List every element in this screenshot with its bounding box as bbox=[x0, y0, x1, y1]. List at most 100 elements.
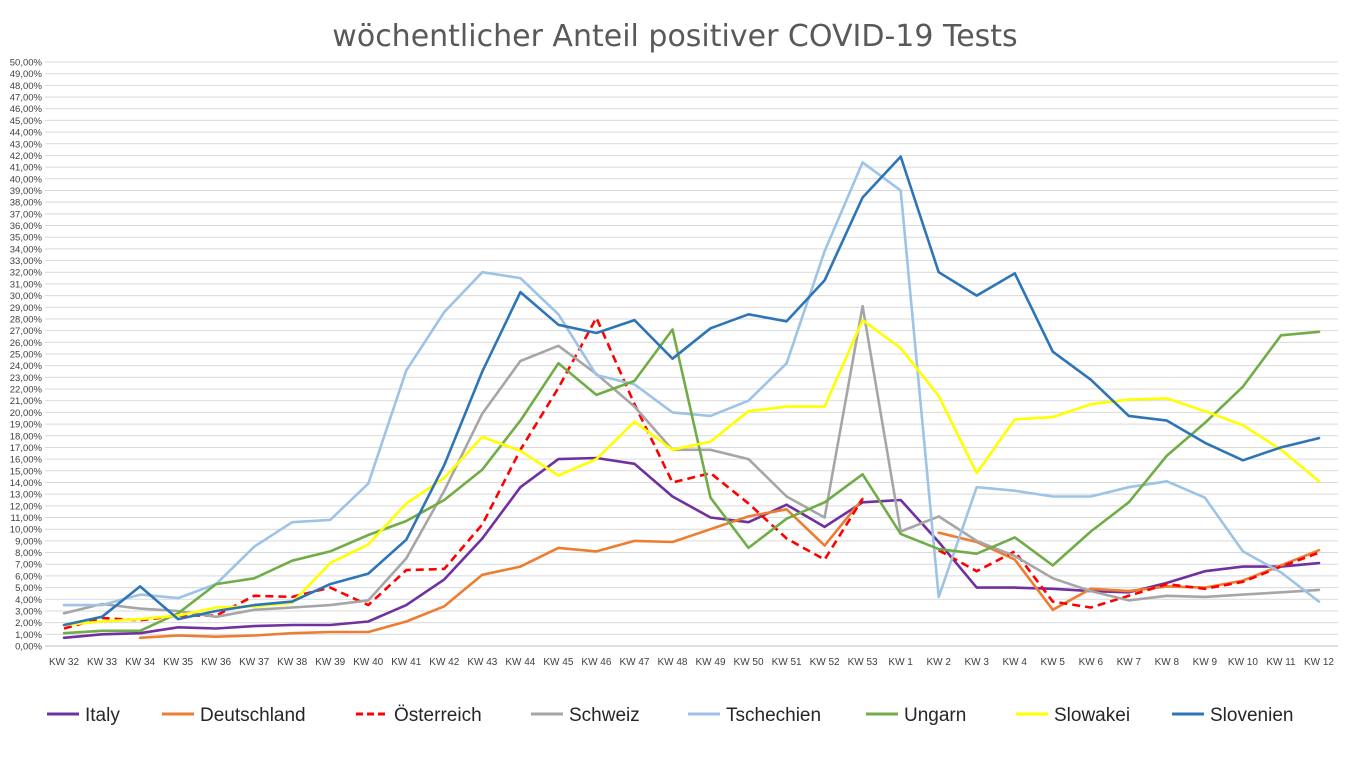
series-line bbox=[938, 549, 1320, 609]
chart-title: wöchentlicher Anteil positiver COVID-19 … bbox=[332, 19, 1017, 54]
series-line bbox=[63, 316, 864, 630]
y-tick-label: 7,00% bbox=[15, 560, 42, 571]
series-line bbox=[62, 161, 1321, 607]
y-tick-label: 28,00% bbox=[10, 314, 43, 325]
x-tick-label: KW 39 bbox=[315, 657, 345, 668]
x-tick-label: KW 12 bbox=[1304, 657, 1334, 668]
y-tick-label: 33,00% bbox=[10, 256, 43, 267]
y-tick-label: 4,00% bbox=[15, 595, 42, 606]
series-tschechien bbox=[62, 161, 1321, 607]
y-tick-label: 20,00% bbox=[10, 408, 43, 419]
y-tick-label: 11,00% bbox=[10, 513, 42, 524]
legend-label: Ungarn bbox=[904, 705, 966, 726]
y-tick-label: 8,00% bbox=[15, 548, 42, 559]
y-tick-label: 32,00% bbox=[10, 268, 43, 279]
x-tick-label: KW 3 bbox=[964, 657, 989, 668]
x-tick-label: KW 32 bbox=[49, 657, 79, 668]
x-tick-label: KW 44 bbox=[505, 657, 535, 668]
x-tick-label: KW 48 bbox=[657, 657, 687, 668]
x-tick-label: KW 45 bbox=[543, 657, 573, 668]
legend-item-slovenien: Slovenien bbox=[1172, 705, 1293, 726]
x-tick-label: KW 40 bbox=[353, 657, 383, 668]
y-tick-label: 16,00% bbox=[10, 455, 43, 466]
y-tick-label: 48,00% bbox=[10, 81, 43, 92]
series-line bbox=[138, 497, 864, 640]
x-tick-label: KW 1 bbox=[888, 657, 913, 668]
y-tick-label: 18,00% bbox=[10, 431, 43, 442]
series-line bbox=[62, 155, 1321, 627]
y-tick-label: 35,00% bbox=[10, 233, 43, 244]
x-tick-label: KW 10 bbox=[1228, 657, 1258, 668]
legend-item-österreich: Österreich bbox=[356, 705, 482, 726]
x-axis-tick-labels: KW 32 KW 33 KW 34 KW 35 KW 36 KW 37 KW 38 KW 39… bbox=[49, 657, 1334, 668]
x-tick-label: KW 33 bbox=[87, 657, 117, 668]
x-tick-label: KW 36 bbox=[201, 657, 231, 668]
y-tick-label: 14,00% bbox=[10, 478, 43, 489]
y-tick-label: 34,00% bbox=[10, 244, 43, 255]
y-tick-label: 44,00% bbox=[10, 128, 43, 139]
y-tick-label: 25,00% bbox=[10, 350, 43, 361]
y-tick-label: 13,00% bbox=[10, 490, 43, 501]
y-tick-label: 1,00% bbox=[15, 630, 42, 641]
gridlines bbox=[45, 61, 1338, 647]
y-tick-label: 12,00% bbox=[10, 501, 43, 512]
y-tick-label: 10,00% bbox=[10, 525, 43, 536]
x-tick-label: KW 53 bbox=[848, 657, 878, 668]
series-schweiz bbox=[62, 304, 1321, 619]
y-tick-label: 30,00% bbox=[10, 291, 43, 302]
x-tick-label: KW 51 bbox=[772, 657, 802, 668]
legend-label: Slowakei bbox=[1054, 705, 1130, 726]
legend-item-slowakei: Slowakei bbox=[1016, 705, 1130, 726]
series-line bbox=[62, 456, 1321, 640]
legend-item-italy: Italy bbox=[47, 705, 120, 726]
x-tick-label: KW 5 bbox=[1041, 657, 1066, 668]
x-tick-label: KW 35 bbox=[163, 657, 193, 668]
y-tick-label: 17,00% bbox=[10, 443, 43, 454]
y-tick-label: 19,00% bbox=[10, 420, 43, 431]
x-tick-label: KW 47 bbox=[619, 657, 649, 668]
legend-label: Österreich bbox=[394, 705, 482, 726]
y-tick-label: 29,00% bbox=[10, 303, 43, 314]
legend-item-schweiz: Schweiz bbox=[531, 705, 640, 726]
x-tick-label: KW 9 bbox=[1193, 657, 1218, 668]
x-tick-label: KW 38 bbox=[277, 657, 307, 668]
legend-label: Slovenien bbox=[1210, 705, 1293, 726]
y-tick-label: 38,00% bbox=[10, 198, 43, 209]
y-tick-label: 46,00% bbox=[10, 104, 43, 115]
y-tick-label: 37,00% bbox=[10, 209, 43, 220]
y-tick-label: 43,00% bbox=[10, 139, 43, 150]
y-tick-label: 15,00% bbox=[10, 466, 43, 477]
legend-label: Schweiz bbox=[569, 705, 640, 726]
y-tick-label: 0,00% bbox=[15, 642, 42, 653]
series-ungarn bbox=[62, 328, 1321, 635]
y-tick-label: 2,00% bbox=[15, 618, 42, 629]
x-tick-label: KW 11 bbox=[1266, 657, 1296, 668]
x-tick-label: KW 42 bbox=[429, 657, 459, 668]
y-tick-label: 22,00% bbox=[10, 385, 43, 396]
y-tick-label: 27,00% bbox=[10, 326, 43, 337]
series-line bbox=[62, 304, 1321, 619]
legend-label: Tschechien bbox=[726, 705, 821, 726]
x-tick-label: KW 37 bbox=[239, 657, 269, 668]
y-tick-label: 47,00% bbox=[10, 93, 43, 104]
y-tick-label: 24,00% bbox=[10, 361, 43, 372]
y-tick-label: 21,00% bbox=[10, 396, 43, 407]
y-tick-label: 42,00% bbox=[10, 151, 43, 162]
y-tick-label: 45,00% bbox=[10, 116, 43, 127]
series-slovenien bbox=[62, 155, 1321, 627]
legend-label: Deutschland bbox=[200, 705, 306, 726]
x-tick-label: KW 52 bbox=[810, 657, 840, 668]
x-tick-label: KW 6 bbox=[1079, 657, 1104, 668]
y-tick-label: 6,00% bbox=[15, 571, 42, 582]
series-line bbox=[62, 328, 1321, 635]
x-tick-label: KW 43 bbox=[467, 657, 497, 668]
legend: Italy Deutschland Österreich Schweiz Tschech… bbox=[47, 705, 1293, 726]
x-tick-label: KW 46 bbox=[581, 657, 611, 668]
y-tick-label: 49,00% bbox=[10, 69, 43, 80]
y-tick-label: 3,00% bbox=[15, 606, 42, 617]
y-tick-label: 23,00% bbox=[10, 373, 43, 384]
x-tick-label: KW 49 bbox=[696, 657, 726, 668]
series-lines bbox=[62, 155, 1321, 640]
